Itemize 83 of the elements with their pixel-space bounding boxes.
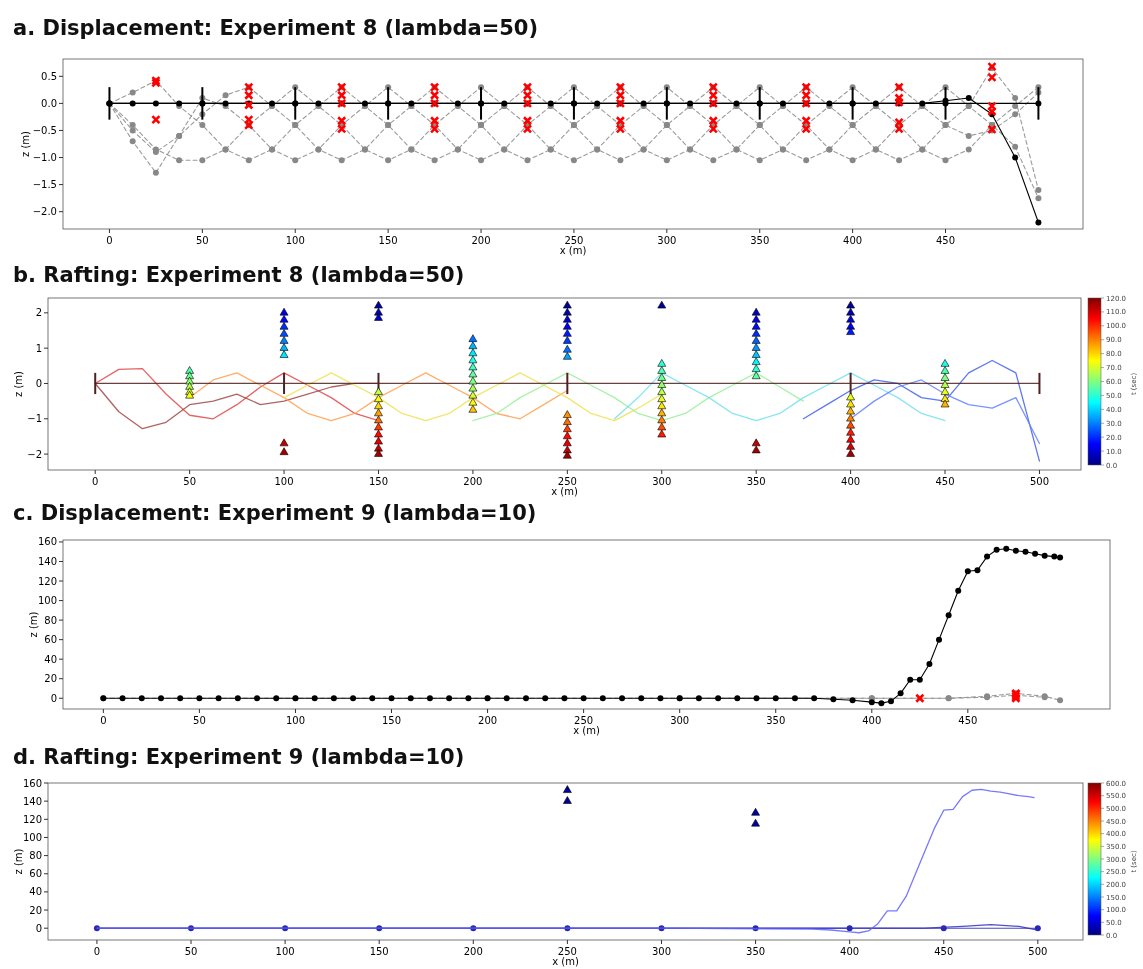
y-axis-title: z (m) — [13, 848, 24, 875]
x-tick-label: 50 — [193, 715, 206, 726]
x-tick-label: 250 — [557, 946, 577, 957]
x-tick-label: 450 — [934, 946, 954, 957]
y-tick-label: 120 — [37, 575, 57, 587]
y-tick-label: −1.0 — [32, 152, 57, 164]
x-axis-title: x (m) — [552, 956, 579, 967]
y-tick-label: 0 — [50, 692, 57, 704]
x-tick-label: 350 — [746, 946, 766, 957]
chart-title: d. Rafting: Experiment 9 (lambda=10) — [13, 745, 465, 769]
x-axis-title: x (m) — [551, 486, 578, 497]
x-tick-label: 150 — [369, 946, 389, 957]
y-tick-label: 80 — [44, 614, 57, 626]
y-tick-label: 160 — [22, 777, 42, 789]
x-axis-title: x (m) — [559, 245, 587, 256]
x-tick-label: 350 — [750, 235, 770, 246]
y-tick-label: 140 — [37, 555, 57, 567]
x-tick-label: 50 — [183, 476, 196, 487]
x-tick-label: 250 — [574, 715, 594, 726]
y-tick-label: −1 — [27, 413, 42, 425]
y-tick-label: 0.0 — [41, 97, 57, 109]
y-tick-label: 100 — [22, 831, 42, 843]
x-tick-label: 0 — [100, 715, 107, 726]
x-tick-label: 100 — [275, 946, 295, 957]
x-tick-label: 100 — [285, 235, 305, 246]
x-tick-label: 300 — [652, 476, 672, 487]
x-tick-label: 300 — [651, 946, 672, 957]
x-tick-label: 300 — [670, 715, 690, 726]
x-tick-label: 200 — [463, 946, 483, 957]
x-tick-label: 0 — [92, 476, 99, 487]
y-tick-label: 60 — [29, 868, 42, 880]
x-tick-label: 400 — [843, 235, 863, 246]
x-tick-label: 450 — [935, 235, 956, 246]
x-tick-label: 200 — [471, 235, 491, 246]
y-axis-title: z (m) — [13, 370, 24, 397]
y-tick-label: 80 — [29, 850, 42, 862]
y-axis-title: z (m) — [28, 611, 39, 638]
x-tick-label: 250 — [557, 476, 577, 487]
x-tick-label: 400 — [862, 715, 882, 726]
x-tick-label: 0 — [106, 235, 113, 246]
x-tick-label: 0 — [93, 946, 101, 957]
y-axis-title: z (m) — [20, 130, 31, 157]
x-tick-label: 50 — [195, 235, 209, 246]
x-tick-label: 300 — [657, 235, 677, 246]
y-tick-label: 160 — [37, 536, 57, 548]
y-tick-label: −0.5 — [32, 124, 57, 136]
y-tick-label: −2.0 — [32, 206, 57, 218]
x-tick-label: 400 — [840, 946, 860, 957]
x-tick-label: 150 — [378, 235, 398, 246]
y-tick-label: 40 — [44, 653, 57, 665]
x-tick-label: 50 — [184, 946, 198, 957]
y-tick-label: 40 — [29, 886, 42, 898]
x-tick-label: 200 — [463, 476, 483, 487]
y-tick-label: 0 — [35, 377, 42, 389]
chart-title: c. Displacement: Experiment 9 (lambda=10) — [13, 501, 537, 525]
x-tick-label: 150 — [381, 715, 402, 726]
y-tick-label: 20 — [44, 673, 57, 685]
y-tick-label: 140 — [22, 795, 42, 807]
y-tick-label: 1 — [35, 342, 42, 354]
y-tick-label: 60 — [44, 634, 57, 646]
y-tick-label: −1.5 — [32, 179, 57, 191]
x-axis-title: x (m) — [573, 725, 600, 736]
y-tick-label: 0.5 — [41, 70, 57, 82]
x-tick-label: 400 — [841, 476, 861, 487]
x-tick-label: 450 — [958, 715, 978, 726]
y-tick-label: 120 — [22, 813, 42, 825]
y-tick-label: 0 — [35, 922, 42, 934]
y-tick-label: 2 — [35, 307, 42, 319]
x-tick-label: 200 — [478, 715, 498, 726]
y-tick-label: 100 — [37, 595, 57, 607]
x-tick-label: 500 — [1028, 946, 1048, 957]
x-tick-label: 450 — [935, 476, 955, 487]
x-tick-label: 100 — [285, 715, 305, 726]
x-tick-label: 350 — [746, 476, 766, 487]
chart-title: b. Rafting: Experiment 8 (lambda=50) — [13, 263, 465, 287]
y-tick-label: 20 — [29, 904, 42, 916]
x-tick-label: 500 — [1029, 476, 1049, 487]
chart-title: a. Displacement: Experiment 8 (lambda=50) — [13, 16, 539, 40]
y-tick-label: −2 — [27, 448, 42, 460]
x-tick-label: 350 — [766, 715, 786, 726]
x-tick-label: 100 — [274, 476, 294, 487]
x-tick-label: 250 — [564, 235, 584, 246]
x-tick-label: 150 — [368, 476, 389, 487]
